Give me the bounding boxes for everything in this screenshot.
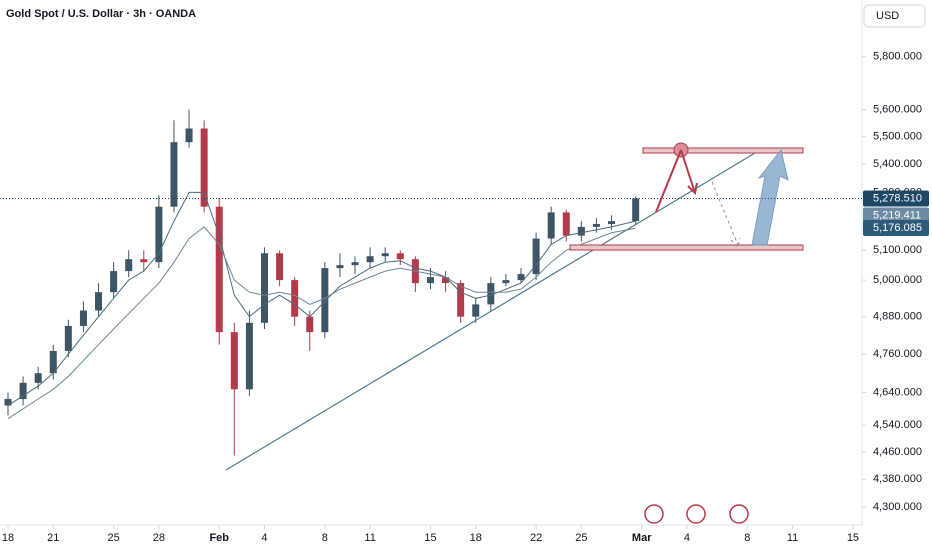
candle-body bbox=[79, 310, 87, 326]
price-label-box bbox=[863, 190, 929, 207]
event-icon[interactable] bbox=[729, 504, 749, 524]
candle-body bbox=[457, 283, 465, 317]
dashed-arrow bbox=[711, 181, 741, 248]
price-label: 5,278.510 bbox=[873, 192, 922, 204]
candle-body bbox=[487, 283, 495, 305]
y-tick-label: 4,460.000 bbox=[873, 446, 922, 458]
currency-label: USD bbox=[876, 10, 899, 22]
candle-body bbox=[49, 350, 57, 374]
x-tick-label: 18 bbox=[2, 532, 14, 544]
x-tick-label: 4 bbox=[684, 532, 690, 544]
event-icon[interactable] bbox=[686, 504, 706, 524]
price-label: 5,219.411 bbox=[873, 209, 921, 221]
candle-body bbox=[562, 212, 570, 236]
candle-body bbox=[442, 277, 450, 284]
candle-body bbox=[155, 206, 163, 263]
y-tick-label: 5,400.000 bbox=[873, 158, 922, 170]
y-tick-label: 5,600.000 bbox=[873, 103, 922, 115]
x-tick-label: 25 bbox=[575, 532, 587, 544]
candle-body bbox=[396, 253, 404, 260]
x-tick-label: 25 bbox=[107, 532, 119, 544]
candle-body bbox=[336, 265, 344, 269]
candle-body bbox=[306, 316, 314, 333]
y-tick-label: 4,760.000 bbox=[873, 348, 922, 360]
candle-body bbox=[532, 238, 540, 275]
price-label: 5,176.085 bbox=[873, 222, 922, 234]
candle-body bbox=[351, 262, 359, 266]
x-tick-label: 8 bbox=[744, 532, 750, 544]
candle-body bbox=[577, 226, 585, 236]
resistance-zone bbox=[642, 147, 804, 154]
candle-body bbox=[19, 382, 27, 400]
candle-body bbox=[426, 277, 434, 284]
x-tick-label: 15 bbox=[847, 532, 859, 544]
candle-body bbox=[502, 280, 510, 284]
plot-area bbox=[4, 109, 640, 456]
x-tick-label: 22 bbox=[530, 532, 542, 544]
currency-button[interactable] bbox=[863, 4, 926, 28]
blue-arrow bbox=[751, 148, 789, 246]
candle-body bbox=[472, 304, 480, 317]
x-tick-label: 18 bbox=[470, 532, 482, 544]
candle-body bbox=[170, 142, 178, 207]
y-tick-label: 5,500.000 bbox=[873, 131, 922, 143]
y-tick-label: 4,880.000 bbox=[873, 311, 922, 323]
x-tick-label: 11 bbox=[787, 532, 798, 544]
candle-body bbox=[230, 332, 238, 390]
x-tick-label: 21 bbox=[47, 532, 59, 544]
candle-body bbox=[592, 223, 600, 227]
moving-average bbox=[7, 226, 636, 420]
candle-body bbox=[64, 325, 72, 351]
candle-body bbox=[517, 274, 525, 281]
red-arrow bbox=[655, 149, 698, 213]
y-tick-label: 4,300.000 bbox=[873, 501, 922, 513]
x-tick-label: Feb bbox=[209, 532, 229, 544]
x-tick-label: 8 bbox=[322, 532, 328, 544]
candle-body bbox=[260, 253, 268, 323]
drawings bbox=[225, 142, 804, 471]
candle-body bbox=[140, 259, 148, 263]
candle-body bbox=[381, 253, 389, 257]
x-tick-label: 11 bbox=[364, 532, 375, 544]
price-label-box bbox=[863, 220, 929, 237]
candle-body bbox=[4, 399, 12, 406]
candle-body bbox=[185, 128, 193, 143]
y-tick-label: 4,540.000 bbox=[873, 419, 922, 431]
y-tick-label: 5,100.000 bbox=[873, 244, 922, 256]
candle-body bbox=[95, 292, 103, 311]
candle-body bbox=[547, 212, 555, 239]
candle-body bbox=[321, 268, 329, 333]
candle-body bbox=[245, 322, 253, 390]
x-tick-label: Mar bbox=[632, 532, 652, 544]
candle-body bbox=[200, 128, 208, 207]
candle-body bbox=[34, 373, 42, 383]
candle-body bbox=[291, 280, 299, 317]
price-label-box bbox=[863, 207, 929, 224]
trend-line bbox=[225, 149, 761, 471]
candle-body bbox=[110, 271, 118, 293]
support-zone bbox=[569, 244, 804, 251]
y-tick-label: 5,000.000 bbox=[873, 274, 922, 286]
chart-title: Gold Spot / U.S. Dollar · 3h · OANDA bbox=[6, 8, 196, 20]
candle-body bbox=[608, 221, 616, 224]
candle-body bbox=[276, 253, 284, 281]
candle-body bbox=[632, 198, 640, 222]
candle-body bbox=[125, 259, 133, 272]
candle-body bbox=[215, 206, 223, 333]
moving-average bbox=[7, 191, 636, 407]
candle-body bbox=[366, 256, 374, 263]
x-tick-label: 4 bbox=[261, 532, 267, 544]
event-icons bbox=[644, 504, 749, 524]
event-icon[interactable] bbox=[644, 504, 664, 524]
y-tick-label: 5,800.000 bbox=[873, 51, 922, 63]
y-tick-label: 4,640.000 bbox=[873, 386, 922, 398]
y-tick-label: 4,380.000 bbox=[873, 473, 922, 485]
x-tick-label: 15 bbox=[424, 532, 436, 544]
x-tick-label: 28 bbox=[153, 532, 165, 544]
